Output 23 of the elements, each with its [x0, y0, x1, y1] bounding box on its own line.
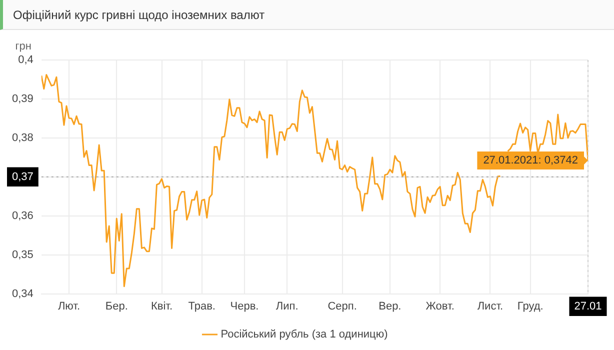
y-tick-label: 0,4	[18, 54, 34, 66]
annotation: 27.01.2021: 0,3742	[483, 154, 578, 167]
x-tick-label: Серп.	[328, 300, 357, 312]
y-tick-label: 0,36	[12, 210, 34, 222]
y-tick-label: 0,39	[12, 93, 34, 105]
x-tick-label: 27.01	[574, 300, 602, 312]
x-tick-label: Лют.	[58, 300, 80, 312]
x-tick-label: Вер.	[378, 300, 402, 312]
x-tick-label: Лист.	[477, 300, 504, 312]
y-tick-label: 0,37	[12, 170, 34, 183]
x-tick-label: Жовт.	[426, 300, 454, 312]
x-tick-label: Груд.	[517, 300, 544, 312]
y-tick-label: 0,34	[12, 288, 34, 300]
y-tick-label: 0,35	[12, 248, 34, 261]
y-axis-title: грн	[15, 40, 32, 53]
x-tick-label: Лип.	[276, 300, 298, 312]
x-tick-label: Трав.	[188, 300, 216, 312]
x-tick-label: Квіт.	[150, 300, 173, 312]
y-tick-label: 0,38	[12, 132, 34, 144]
x-tick-label: Бер.	[105, 300, 128, 312]
legend-label: Російський рубль (за 1 одиницю)	[220, 328, 388, 341]
chart-title: Офіційний курс гривні щодо іноземних валют	[0, 0, 614, 30]
x-tick-label: Черв.	[230, 300, 259, 312]
